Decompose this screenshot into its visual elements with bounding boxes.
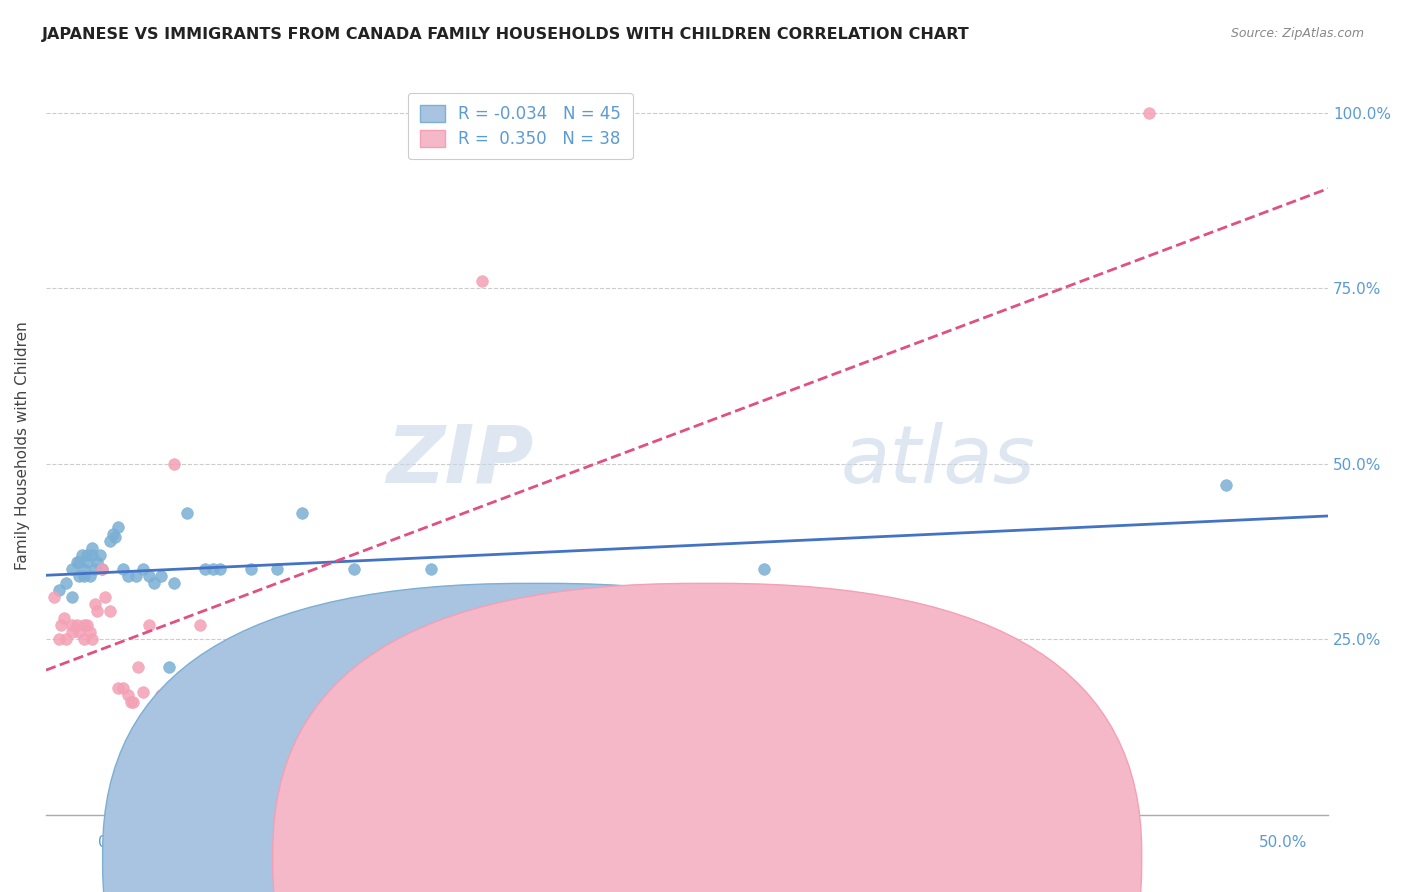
Point [73, 632, 96, 646]
Point [76, 618, 98, 632]
Point [55, 632, 77, 646]
Point [101, 526, 124, 541]
Point [138, 569, 160, 583]
Point [111, 562, 134, 576]
Point [201, 562, 224, 576]
Text: 50.0%: 50.0% [1260, 836, 1308, 850]
Point [60, 562, 83, 576]
Text: Japanese: Japanese [555, 846, 626, 860]
Point [127, 660, 149, 674]
Point [176, 667, 198, 681]
FancyBboxPatch shape [273, 583, 1142, 892]
Point [67, 625, 90, 640]
Point [132, 684, 155, 698]
Point [91, 562, 114, 576]
Point [419, 562, 441, 576]
Point [89, 548, 111, 562]
Point [73, 618, 96, 632]
Point [107, 520, 129, 534]
Point [142, 575, 165, 590]
Point [120, 695, 142, 709]
Point [55, 575, 77, 590]
Point [66, 555, 89, 569]
Point [163, 575, 186, 590]
Point [163, 457, 186, 471]
Point [266, 562, 288, 576]
Point [343, 562, 366, 576]
Point [66, 618, 89, 632]
Point [125, 569, 148, 583]
Text: 0.0%: 0.0% [98, 836, 138, 850]
Point [1137, 105, 1160, 120]
Point [117, 688, 139, 702]
Text: ZIP: ZIP [385, 422, 533, 500]
Point [176, 506, 198, 520]
Point [48, 582, 70, 597]
Point [104, 530, 127, 544]
Text: JAPANESE VS IMMIGRANTS FROM CANADA FAMILY HOUSEHOLDS WITH CHILDREN CORRELATION C: JAPANESE VS IMMIGRANTS FROM CANADA FAMIL… [42, 27, 970, 42]
Point [752, 562, 775, 576]
Point [188, 618, 211, 632]
Point [51, 618, 73, 632]
Point [83, 597, 105, 611]
Legend: R = -0.034   N = 45, R =  0.350   N = 38: R = -0.034 N = 45, R = 0.350 N = 38 [408, 93, 633, 160]
Point [82, 541, 104, 555]
Point [82, 548, 104, 562]
Point [624, 684, 647, 698]
Point [86, 555, 108, 569]
Point [316, 698, 339, 713]
Y-axis label: Family Households with Children: Family Households with Children [15, 322, 30, 570]
Point [86, 604, 108, 618]
Point [214, 667, 236, 681]
Point [240, 562, 263, 576]
Point [67, 555, 90, 569]
Point [42, 590, 65, 604]
Point [1215, 477, 1237, 491]
Point [60, 618, 83, 632]
Point [82, 632, 104, 646]
Point [73, 569, 96, 583]
Point [291, 506, 314, 520]
Point [122, 695, 145, 709]
Point [471, 274, 494, 288]
Point [107, 681, 129, 696]
Text: Source: ZipAtlas.com: Source: ZipAtlas.com [1230, 27, 1364, 40]
Point [117, 569, 139, 583]
Point [60, 590, 83, 604]
Point [70, 548, 93, 562]
Text: atlas: atlas [841, 422, 1036, 500]
FancyBboxPatch shape [103, 583, 972, 892]
Point [52, 611, 75, 625]
Point [150, 688, 173, 702]
Point [73, 562, 96, 576]
Point [194, 562, 217, 576]
Point [111, 681, 134, 696]
Point [132, 562, 155, 576]
Point [94, 590, 117, 604]
Point [209, 562, 232, 576]
Point [240, 695, 263, 709]
Point [79, 569, 101, 583]
Point [60, 625, 83, 640]
Point [150, 569, 173, 583]
Point [76, 555, 98, 569]
Point [67, 569, 90, 583]
Point [214, 695, 236, 709]
Point [79, 625, 101, 640]
Point [48, 632, 70, 646]
Point [138, 618, 160, 632]
Point [98, 533, 121, 548]
Point [76, 548, 98, 562]
Point [91, 562, 114, 576]
Point [157, 660, 180, 674]
Point [266, 706, 288, 720]
Point [188, 660, 211, 674]
Point [98, 604, 121, 618]
Point [83, 562, 105, 576]
Text: Immigrants from Canada: Immigrants from Canada [725, 846, 917, 860]
